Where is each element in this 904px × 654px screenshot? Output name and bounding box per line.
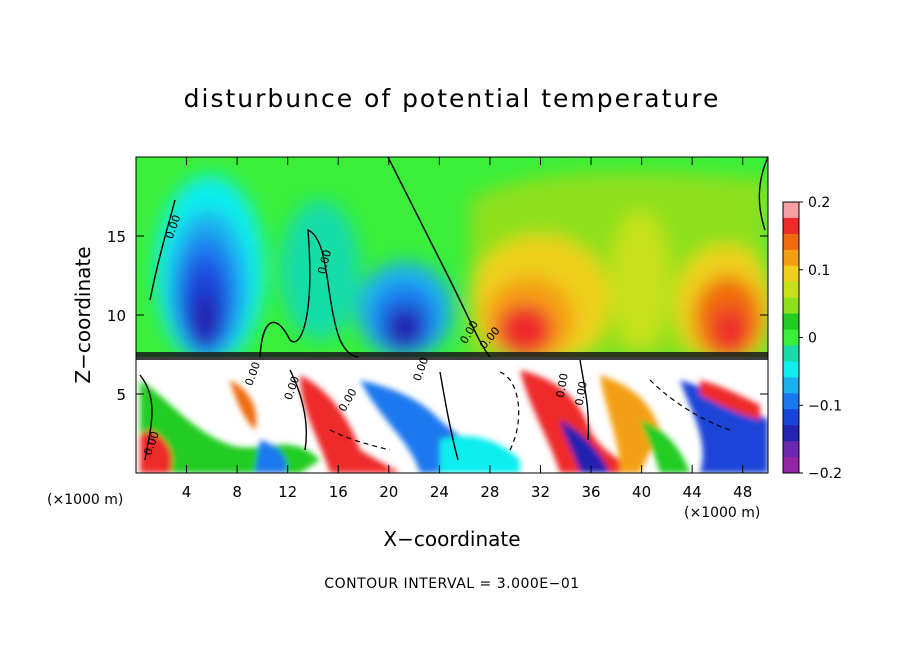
- interface-band: [136, 352, 768, 360]
- colorbar-tick-label-2: 0: [808, 331, 817, 347]
- x-unit-label-right: (×1000 m): [684, 505, 760, 521]
- contour-lower-2: [289, 369, 308, 451]
- colorbar-tick-label-0: 0.2: [808, 195, 830, 211]
- contour-label-8: 0.00: [554, 372, 571, 398]
- x-tick-label-16: 16: [329, 483, 348, 501]
- x-axis: 4 8 12 16 20 24 28 32 36 40 44 48: [182, 157, 752, 501]
- colorbar-swatch-0: [783, 202, 799, 219]
- contour-dashed-3: [649, 379, 731, 431]
- contour-lower-1: [139, 374, 153, 461]
- colorbar-tick-label-4: −0.2: [808, 466, 842, 482]
- colorbar-swatch-13: [783, 409, 799, 426]
- x-tick-label-32: 32: [531, 483, 550, 501]
- x-tick-label-24: 24: [430, 483, 449, 501]
- heatmap-field: 0.000.000.000.000.000.000.00 0.000.00 0.00…: [136, 157, 768, 473]
- colorbar-swatch-1: [783, 217, 799, 235]
- contour-zero-2: [758, 157, 768, 231]
- x-tick-label-20: 20: [379, 483, 398, 501]
- contour-labels: 0.000.000.000.000.000.000.00 0.000.00 0.00…: [141, 213, 589, 457]
- colorbar-swatch-14: [783, 425, 799, 442]
- colorbar-swatch-12: [783, 393, 799, 410]
- y-tick-label-5: 5: [116, 386, 126, 404]
- interface-band-white: [136, 360, 768, 363]
- contour-zero-1: [387, 157, 491, 358]
- contour-zero-3: [259, 228, 359, 358]
- colorbar-swatch-11: [783, 377, 799, 394]
- field-lower-blobs: [140, 370, 768, 473]
- chart-title: disturbunce of potential temperature: [183, 84, 721, 113]
- y-tick-label-10: 10: [107, 307, 126, 325]
- y-axis-title: Z−coordinate: [71, 246, 95, 383]
- x-tick-label-40: 40: [632, 483, 651, 501]
- colorbar-swatch-2: [783, 233, 799, 251]
- colorbar-tick-label-1: 0.1: [808, 263, 830, 279]
- contour-dashed-1: [499, 371, 520, 451]
- x-tick-label-4: 4: [182, 483, 192, 501]
- x-tick-label-8: 8: [232, 483, 242, 501]
- contour-dashed-2: [329, 429, 391, 451]
- contour-lines: [139, 157, 768, 461]
- x-tick-label-28: 28: [480, 483, 499, 501]
- colorbar-swatch-3: [783, 249, 799, 267]
- contour-zero-4: [149, 199, 176, 301]
- x-tick-label-48: 48: [733, 483, 752, 501]
- colorbar-swatch-15: [783, 441, 799, 458]
- colorbar-swatch-5: [783, 281, 799, 299]
- contour-interval-note: CONTOUR INTERVAL = 3.000E−01: [324, 576, 580, 592]
- y-tick-label-15: 15: [107, 228, 126, 246]
- contour-label-9: 0.00: [573, 380, 590, 406]
- colorbar-swatch-6: [783, 297, 799, 315]
- y-axis: 5 10 15: [107, 228, 768, 404]
- contour-label-2: 0.00: [315, 248, 334, 275]
- field-upper-blobs: [155, 171, 768, 365]
- colorbar: 0.2 0.1 0 −0.1 −0.2: [782, 195, 842, 482]
- contour-lower-3: [439, 371, 459, 461]
- contour-lower-4: [579, 359, 590, 441]
- x-axis-title: X−coordinate: [383, 527, 520, 551]
- colorbar-swatch-7: [783, 313, 799, 331]
- colorbar-swatch-16: [783, 457, 799, 474]
- colorbar-swatch-9: [783, 345, 799, 362]
- contour-dashed: [329, 371, 731, 451]
- colorbar-swatch-10: [783, 361, 799, 378]
- colorbar-swatch-8: [783, 329, 799, 346]
- colorbar-swatch-4: [783, 265, 799, 283]
- x-unit-label-left: (×1000 m): [47, 492, 123, 508]
- colorbar-tick-label-3: −0.1: [808, 398, 842, 414]
- x-tick-label-12: 12: [278, 483, 297, 501]
- x-tick-label-44: 44: [683, 483, 702, 501]
- x-tick-label-36: 36: [581, 483, 600, 501]
